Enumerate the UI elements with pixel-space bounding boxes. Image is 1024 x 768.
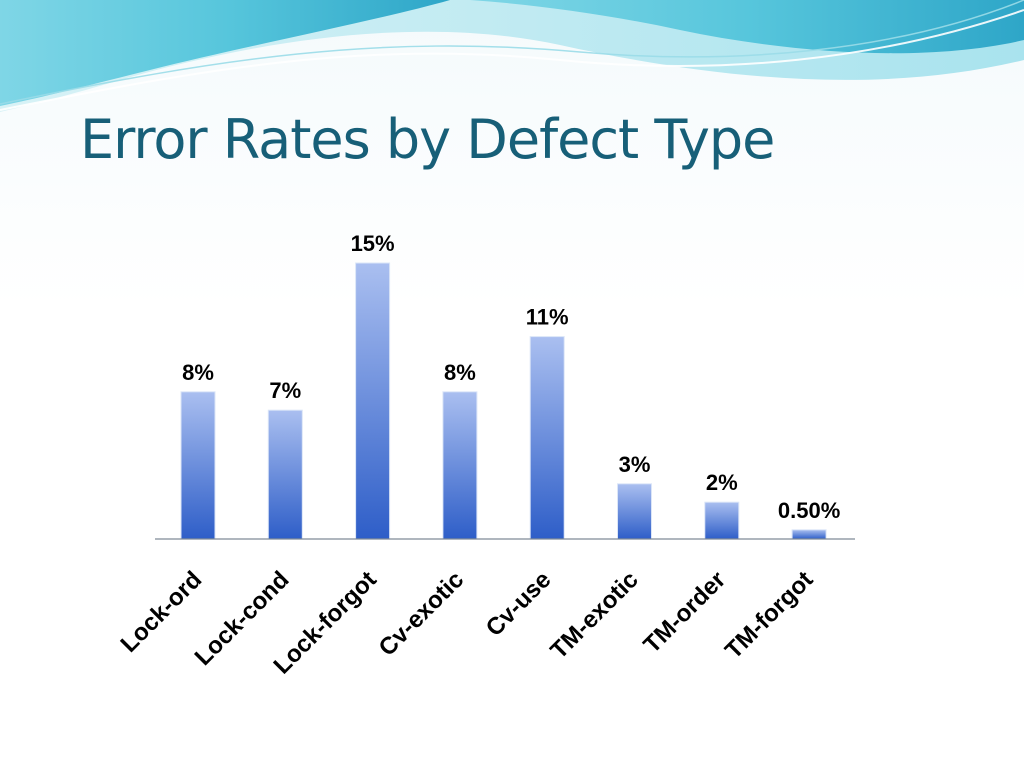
category-label-tm-order: TM-order <box>638 566 731 659</box>
category-label-tm-forgot: TM-forgot <box>720 566 818 664</box>
value-labels: 8% 7% 15% 8% 11% 3% 2% 0.50% <box>182 231 840 523</box>
bar-tm-exotic <box>617 483 652 540</box>
value-label-tm-forgot: 0.50% <box>778 498 840 523</box>
category-label-tm-exotic: TM-exotic <box>545 566 643 664</box>
wave-left <box>0 0 450 106</box>
wave-line-1 <box>0 9 1024 111</box>
category-label-cv-exotic: Cv-exotic <box>374 566 469 661</box>
value-label-cv-exotic: 8% <box>444 360 476 385</box>
value-label-tm-exotic: 3% <box>619 452 651 477</box>
value-label-lock-forgot: 15% <box>351 231 395 256</box>
value-label-lock-ord: 8% <box>182 360 214 385</box>
bar-lock-forgot <box>355 262 391 540</box>
category-label-lock-ord: Lock-ord <box>116 566 208 658</box>
slide-title: Error Rates by Defect Type <box>80 108 775 171</box>
bar-lock-cond <box>267 409 303 540</box>
bar-lock-ord <box>180 391 216 540</box>
bar-tm-order <box>704 501 740 540</box>
category-label-cv-use: Cv-use <box>481 566 557 642</box>
bar-cv-use <box>529 336 565 540</box>
value-label-tm-order: 2% <box>706 470 738 495</box>
bar-tm-forgot <box>791 529 827 540</box>
wave-banner <box>0 0 1024 112</box>
value-label-cv-use: 11% <box>526 305 569 330</box>
bars <box>180 262 827 540</box>
wave-line-2 <box>0 0 1024 105</box>
value-label-lock-cond: 7% <box>269 378 301 403</box>
bar-cv-exotic <box>442 391 478 540</box>
